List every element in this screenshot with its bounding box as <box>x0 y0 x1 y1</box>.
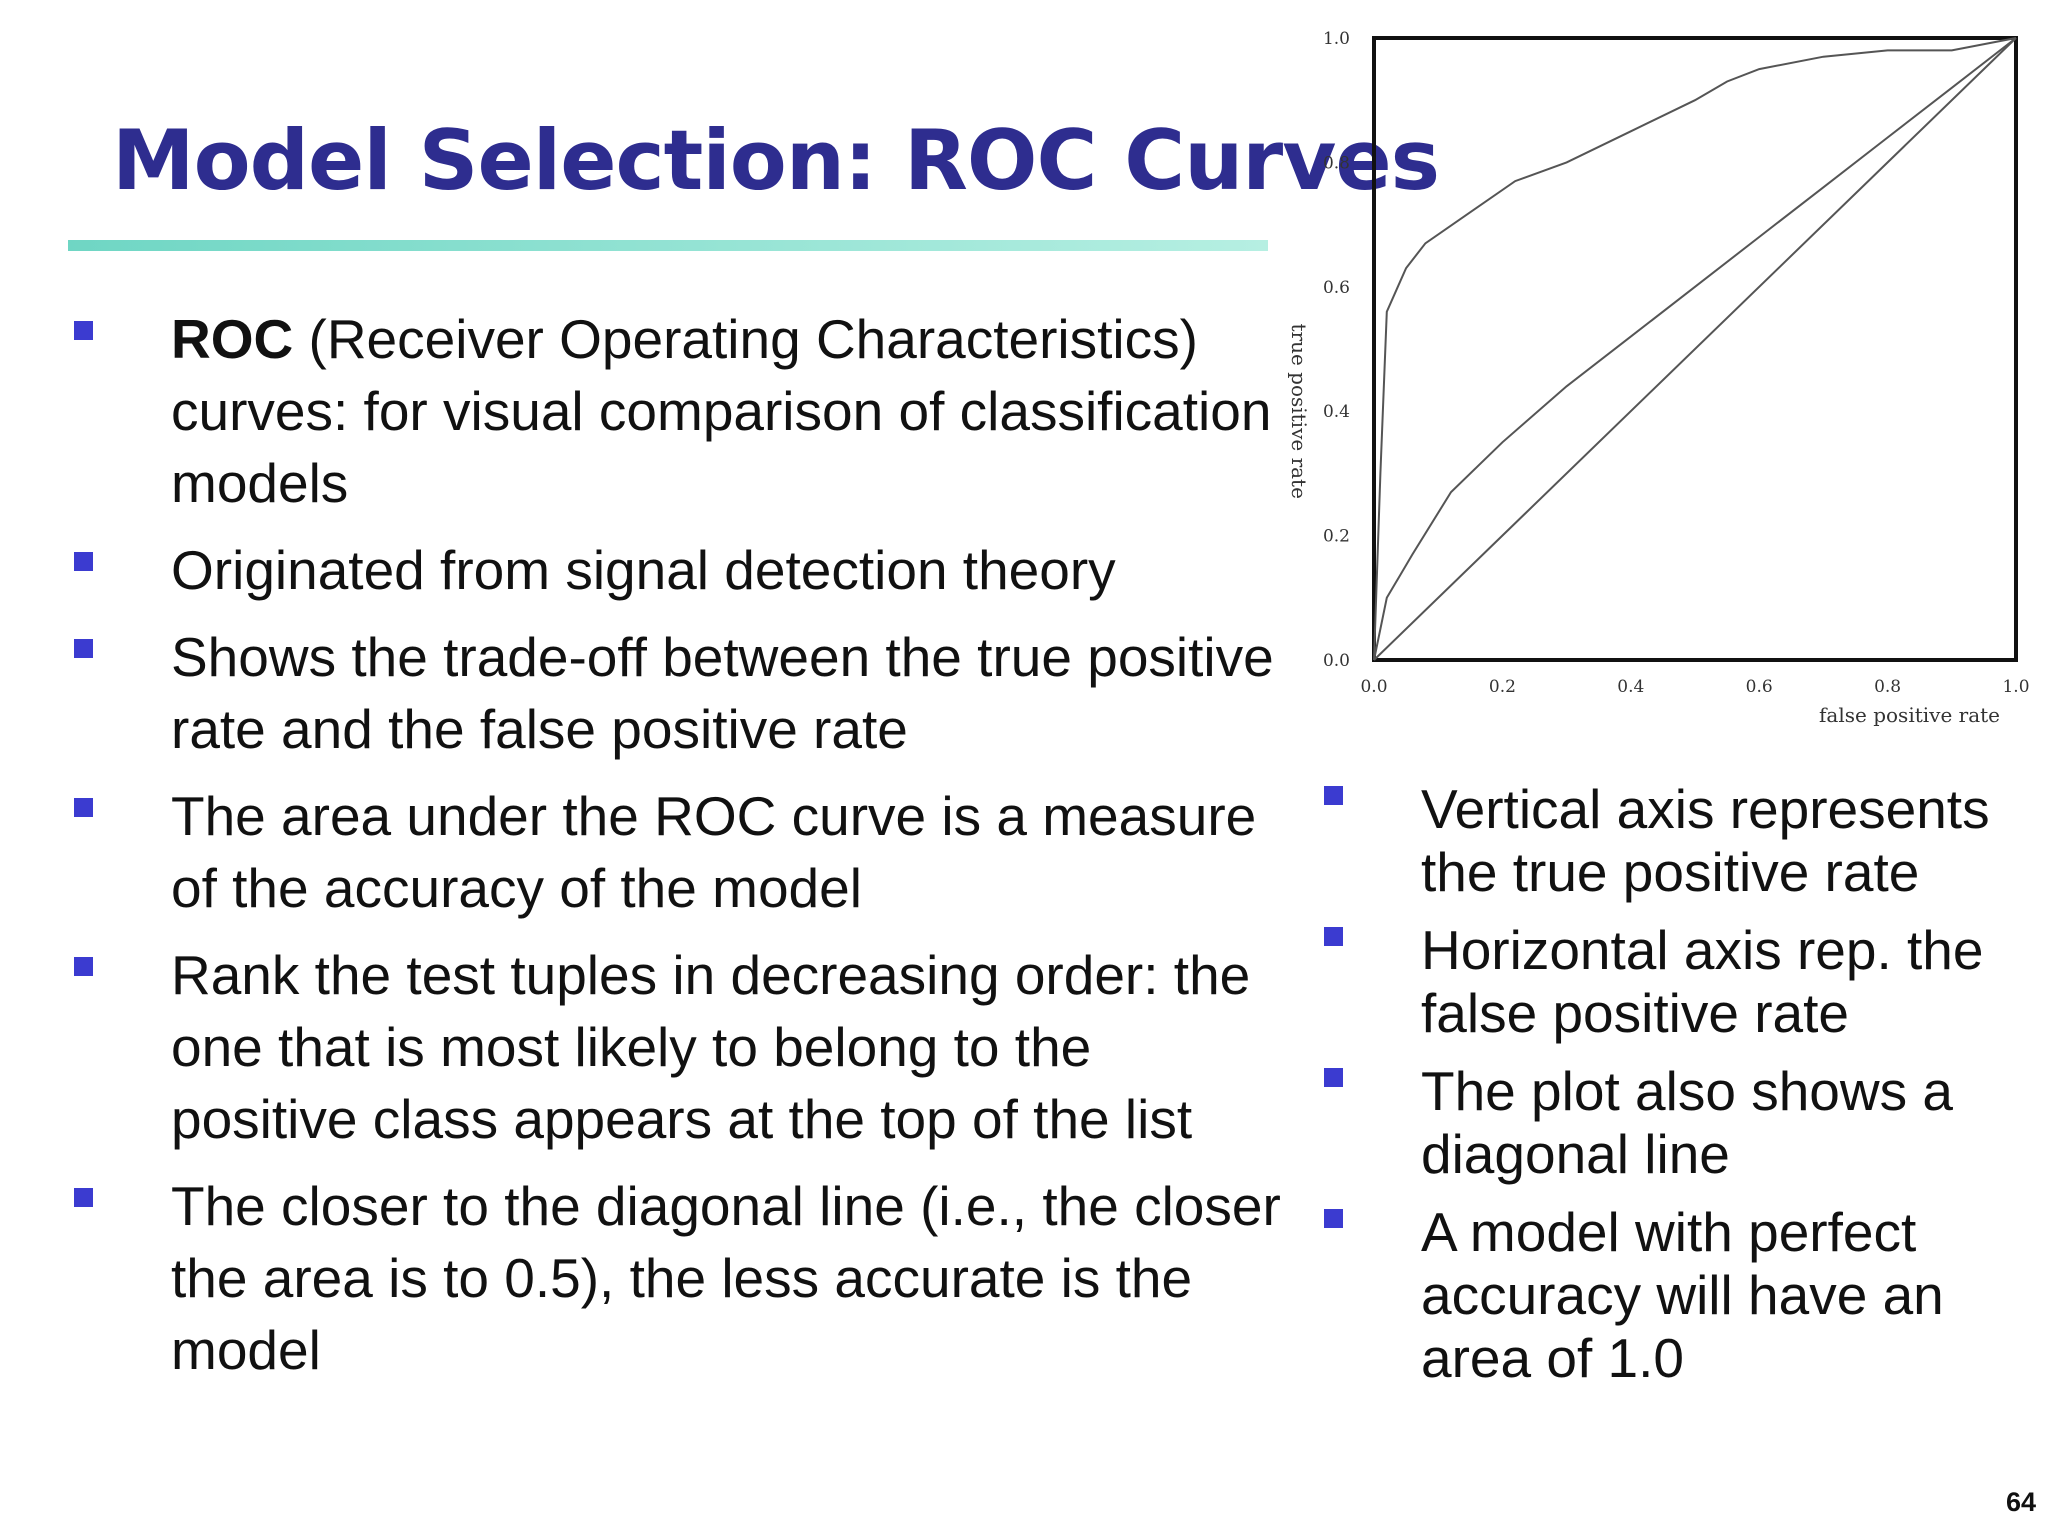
y-tick-label: 0.8 <box>1323 153 1350 173</box>
bullet-text: Horizontal axis rep. the false positive … <box>1421 919 1984 1044</box>
y-axis-label: true positive rate <box>1287 323 1311 498</box>
left-bullet-item: Rank the test tuples in decreasing order… <box>74 939 1284 1155</box>
bullet-text: Originated from signal detection theory <box>171 539 1116 601</box>
y-tick-label: 1.0 <box>1323 29 1350 49</box>
page-number: 64 <box>2005 1487 2036 1517</box>
bullet-marker <box>74 639 93 658</box>
left-bullet-item: ROC (Receiver Operating Characteristics)… <box>74 303 1284 519</box>
bullet-marker <box>1324 1209 1343 1228</box>
bullet-marker <box>1324 1068 1343 1087</box>
right-bullet-item: Vertical axis represents the true positi… <box>1324 778 2044 904</box>
roc-curve-3 <box>1373 37 2017 661</box>
bullet-marker <box>74 957 93 976</box>
left-bullet-item: Originated from signal detection theory <box>74 534 1284 606</box>
right-bullet-list: Vertical axis represents the true positi… <box>1324 778 2044 1405</box>
title-underline <box>68 240 1268 251</box>
left-bullet-item: Shows the trade-off between the true pos… <box>74 621 1284 765</box>
bullet-marker <box>74 798 93 817</box>
bullet-text: Shows the trade-off between the true pos… <box>171 626 1274 760</box>
bullet-marker <box>74 321 93 340</box>
x-tick-label: 0.2 <box>1489 677 1516 697</box>
bullet-marker <box>1324 927 1343 946</box>
y-tick-label: 0.4 <box>1323 402 1350 422</box>
bullet-text: Vertical axis represents the true positi… <box>1421 778 1990 903</box>
bullet-marker <box>1324 786 1343 805</box>
left-bullet-item: The area under the ROC curve is a measur… <box>74 780 1284 924</box>
bullet-text: A model with perfect accuracy will have … <box>1421 1201 1944 1389</box>
bullet-text: The plot also shows a diagonal line <box>1421 1060 1953 1185</box>
bullet-text: (Receiver Operating Characteristics) cur… <box>171 308 1272 514</box>
left-bullet-item: The closer to the diagonal line (i.e., t… <box>74 1170 1284 1386</box>
x-axis-label: false positive rate <box>1819 703 2000 727</box>
right-bullet-item: A model with perfect accuracy will have … <box>1324 1201 2044 1390</box>
x-tick-label: 0.6 <box>1746 677 1773 697</box>
plot-frame <box>1372 36 2018 662</box>
x-tick-label: 0.4 <box>1617 677 1644 697</box>
y-tick-label: 0.0 <box>1323 651 1350 671</box>
right-bullet-item: Horizontal axis rep. the false positive … <box>1324 919 2044 1045</box>
bullet-text: The area under the ROC curve is a measur… <box>171 785 1257 919</box>
x-tick-label: 0.8 <box>1874 677 1901 697</box>
page-title: Model Selection: ROC Curves <box>112 112 1440 209</box>
x-tick-label: 0.0 <box>1360 677 1387 697</box>
bullet-marker <box>74 1188 93 1207</box>
roc-chart: 0.0 0.2 0.4 0.6 0.8 1.00.00.20.40.60.81.0fals… <box>1287 29 2030 727</box>
bullet-text: The closer to the diagonal line (i.e., t… <box>171 1175 1281 1381</box>
bullet-marker <box>74 552 93 571</box>
right-bullet-item: The plot also shows a diagonal line <box>1324 1060 2044 1186</box>
left-bullet-list: ROC (Receiver Operating Characteristics)… <box>74 303 1284 1401</box>
bullet-bold-term: ROC <box>171 308 294 370</box>
roc-curve-1 <box>1373 37 2017 661</box>
bullet-text: Rank the test tuples in decreasing order… <box>171 944 1251 1150</box>
x-tick-label: 1.0 <box>2002 677 2029 697</box>
y-tick-label: 0.2 <box>1323 527 1350 547</box>
y-tick-label: 0.6 <box>1323 278 1350 298</box>
roc-curve-2 <box>1373 37 2017 661</box>
